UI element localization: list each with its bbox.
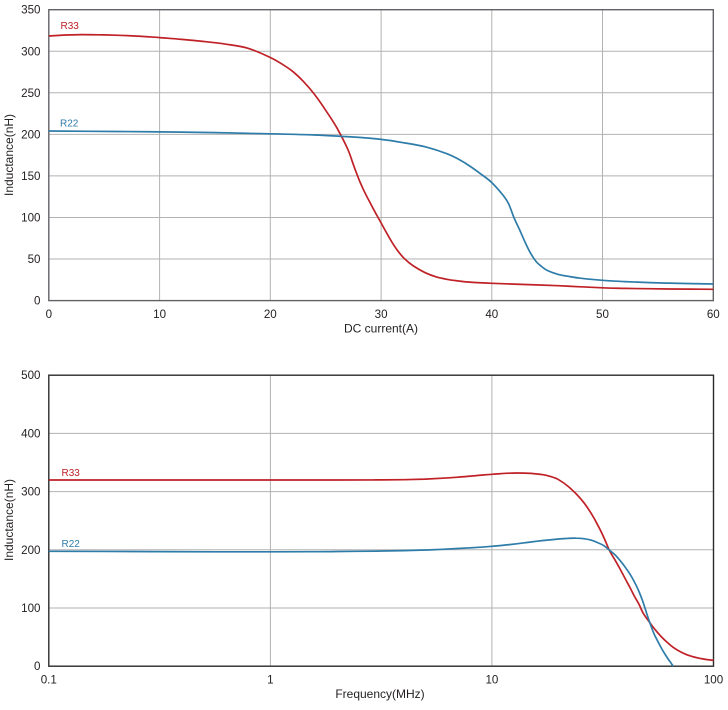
svg-text:0: 0 [34, 660, 40, 673]
svg-text:R22: R22 [60, 119, 79, 130]
svg-text:Inductance(nH): Inductance(nH) [2, 114, 16, 196]
svg-text:10: 10 [485, 673, 498, 686]
svg-text:40: 40 [485, 308, 498, 321]
svg-text:300: 300 [21, 486, 40, 499]
svg-text:100: 100 [21, 212, 40, 225]
svg-text:60: 60 [707, 308, 720, 321]
svg-text:0.1: 0.1 [41, 673, 57, 686]
svg-text:R22: R22 [62, 539, 81, 550]
svg-text:0: 0 [34, 295, 40, 308]
svg-text:Inductance(nH): Inductance(nH) [2, 479, 16, 561]
svg-text:50: 50 [28, 253, 41, 266]
svg-text:1: 1 [267, 673, 273, 686]
svg-text:150: 150 [21, 170, 40, 183]
svg-text:100: 100 [704, 673, 723, 686]
svg-text:DC current(A): DC current(A) [344, 322, 418, 336]
svg-text:50: 50 [596, 308, 609, 321]
svg-text:30: 30 [375, 308, 388, 321]
svg-text:300: 300 [21, 45, 40, 58]
svg-text:R33: R33 [61, 21, 80, 32]
svg-text:350: 350 [21, 4, 40, 17]
svg-text:200: 200 [21, 544, 40, 557]
svg-text:200: 200 [21, 128, 40, 141]
svg-text:20: 20 [264, 308, 277, 321]
svg-text:250: 250 [21, 87, 40, 100]
svg-text:0: 0 [46, 308, 52, 321]
svg-text:100: 100 [21, 602, 40, 615]
svg-text:500: 500 [21, 369, 40, 382]
svg-text:400: 400 [21, 427, 40, 440]
svg-text:Frequency(MHz): Frequency(MHz) [335, 687, 424, 701]
svg-text:10: 10 [153, 308, 166, 321]
svg-text:R33: R33 [62, 468, 81, 479]
